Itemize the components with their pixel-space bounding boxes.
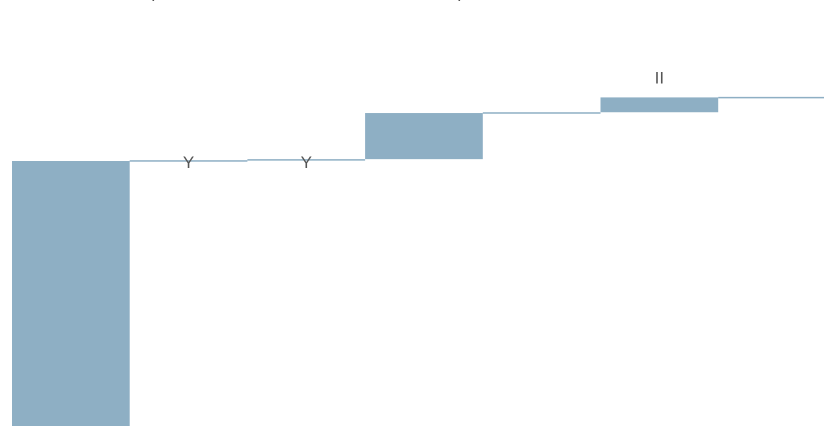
annotation-label-5: Y — [454, 0, 465, 5]
bar-2 — [129, 160, 248, 162]
bar-7 — [718, 96, 824, 99]
bar-1 — [12, 161, 130, 426]
annotation-label-1: Y — [183, 153, 194, 172]
annotation-label-2: Y — [301, 153, 312, 172]
bar-5 — [482, 112, 601, 114]
bar-3 — [247, 159, 366, 161]
bar-6 — [600, 97, 719, 113]
annotation-label-6: II — [655, 68, 664, 87]
bar-4 — [365, 113, 483, 160]
annotation-label-3: Y — [148, 0, 159, 5]
